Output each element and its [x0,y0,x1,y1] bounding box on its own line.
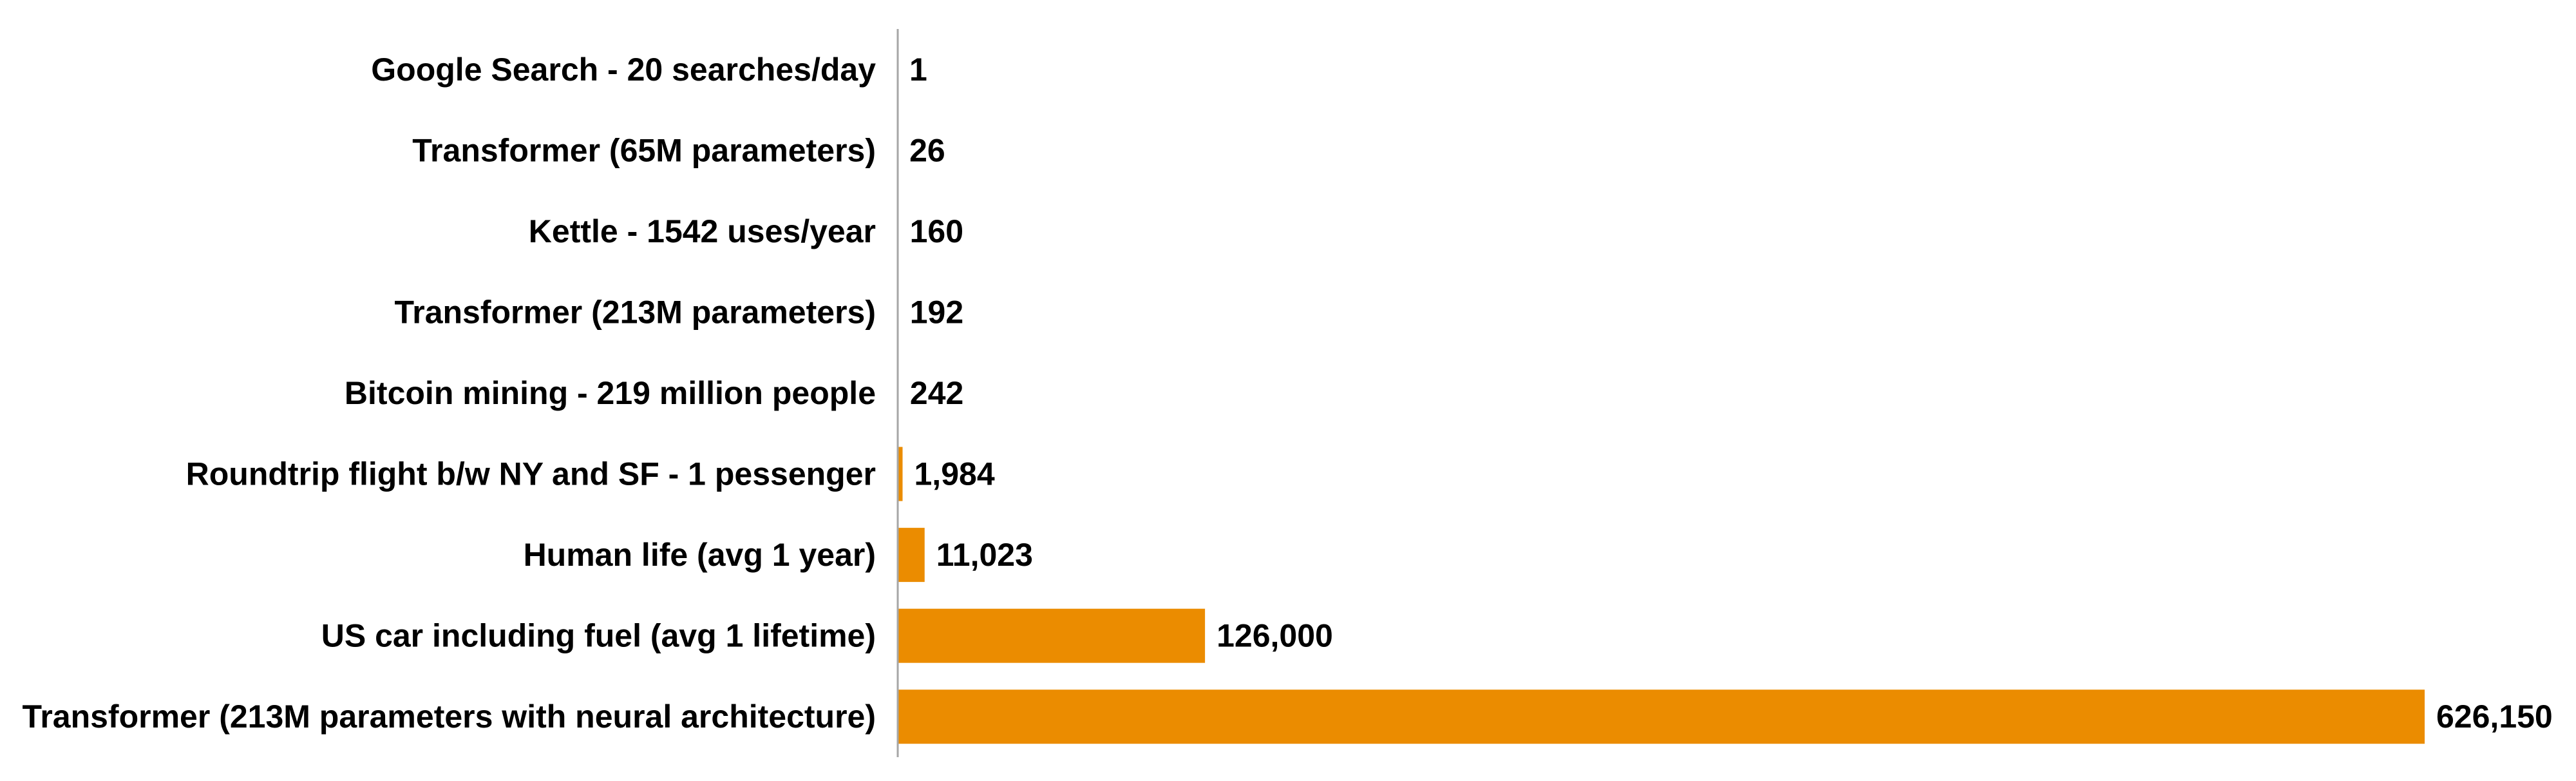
value-label: 160 [910,213,963,249]
bar [898,447,903,501]
category-label: Transformer (213M parameters) [394,294,876,330]
category-labels: Google Search - 20 searches/day Transform… [23,52,876,735]
value-label: 26 [909,132,945,168]
bar [898,608,1206,663]
category-label: US car including fuel (avg 1 lifetime) [321,618,876,654]
category-label: Human life (avg 1 year) [524,537,876,573]
value-labels: 1 26 160 192 242 1,984 11,023 126,000 626,150 [909,52,2553,735]
category-label: Roundtrip flight b/w NY and SF - 1 pesse… [186,456,876,492]
bars-layer [898,42,2425,744]
category-label: Transformer (213M parameters with neural… [23,699,876,735]
category-label: Bitcoin mining - 219 million people [345,375,876,411]
value-label: 11,023 [936,537,1033,573]
bar [898,689,2425,744]
value-label: 1,984 [914,456,995,492]
value-label: 626,150 [2436,699,2553,735]
value-label: 192 [910,294,963,330]
category-label: Kettle - 1542 uses/year [529,213,876,249]
value-label: 1 [909,52,927,88]
bar [898,528,925,583]
category-label: Google Search - 20 searches/day [371,52,876,88]
category-label: Transformer (65M parameters) [412,132,876,168]
value-label: 242 [910,375,963,411]
value-label: 126,000 [1217,618,1333,654]
